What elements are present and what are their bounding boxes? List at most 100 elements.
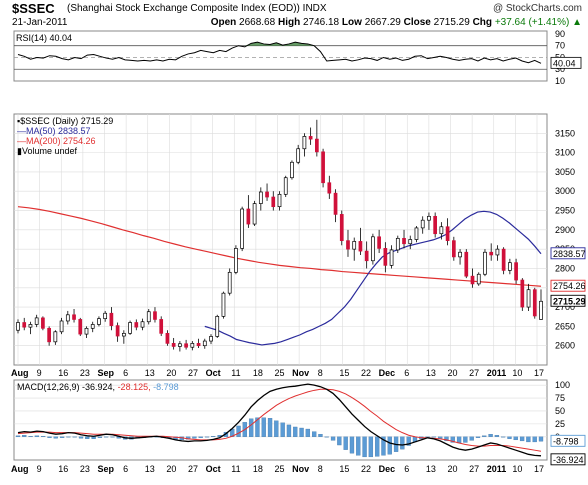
price-tick-label: 3150 (555, 128, 575, 138)
high-value: 2746.18 (302, 17, 340, 28)
candle-body (539, 300, 543, 320)
macd-histogram-bar (519, 436, 525, 442)
macd-histogram-bar (400, 436, 405, 450)
price-tick-label: 2600 (555, 341, 575, 351)
candle-body (22, 322, 27, 328)
candle-body (59, 320, 64, 333)
macd-histogram-bar (526, 436, 531, 443)
candle-body (315, 138, 319, 153)
macd-x-label: 6 (404, 464, 409, 474)
macd-histogram-bar (456, 436, 462, 444)
macd-histogram-bar (104, 436, 109, 438)
macd-x-label: 2011 (487, 464, 507, 474)
candle-body (514, 262, 518, 281)
candle-body (495, 248, 500, 256)
macd-histogram-bar (28, 436, 33, 437)
close-label: Close (403, 17, 431, 28)
rsi-last-value-box (550, 56, 582, 69)
macd-histogram-bar (368, 436, 374, 458)
price-x-label: 17 (534, 368, 544, 378)
candle-body (53, 331, 58, 343)
price-tick-label: 2650 (555, 321, 575, 331)
price-x-label: 10 (512, 368, 522, 378)
index-name: (Shanghai Stock Exchange Composite Index… (67, 3, 327, 14)
ma200-line (17, 206, 542, 287)
ma50-line (204, 210, 542, 346)
macd-line (17, 383, 542, 457)
candle-body (159, 319, 164, 334)
macd-legend: MACD(12,26,9) -36.924, -28.125, -8.798 (17, 382, 179, 392)
price-legend-volume: ▮Volume undef (17, 146, 77, 156)
candle-body (28, 324, 33, 328)
stockcharts-credit[interactable]: @ StockCharts.com (492, 3, 582, 14)
macd-histogram-bar (501, 436, 506, 438)
candle-body (41, 317, 45, 329)
candle-body (439, 226, 444, 235)
macd-histogram-bar (337, 436, 342, 446)
candle-body (458, 251, 462, 258)
macd-histogram-bar (41, 436, 46, 437)
price-x-label: 16 (58, 368, 68, 378)
candle-body (234, 248, 238, 273)
macd-x-label: 11 (231, 464, 240, 474)
macd-x-label: 17 (534, 464, 544, 474)
candle-body (464, 251, 469, 277)
macd-x-label: 13 (426, 464, 436, 474)
candle-body (389, 249, 394, 266)
candle-body (109, 312, 114, 326)
candle-body (47, 327, 51, 343)
macd-histogram-bar (538, 436, 544, 442)
candle-body (184, 343, 188, 348)
candle-body (483, 251, 487, 275)
candle-body (420, 219, 425, 229)
macd-histogram-bar (482, 435, 487, 437)
macd-histogram-bar (469, 436, 474, 441)
macd-value-label: -36.924 (553, 455, 584, 465)
candle-body (333, 192, 338, 215)
macd-x-label: 27 (469, 464, 479, 474)
chg-label: Chg (472, 17, 493, 28)
candle-body (265, 191, 269, 198)
low-value: 2667.29 (364, 17, 401, 28)
candle-body (65, 314, 70, 322)
price-x-label: Nov (292, 368, 309, 378)
price-x-label: 6 (404, 368, 409, 378)
exchange-label: INDX (302, 3, 327, 14)
candle-body (209, 336, 213, 342)
candle-body (153, 311, 157, 320)
macd-tick-label: 25 (555, 419, 565, 429)
macd-histogram-bar (286, 424, 292, 437)
rsi-tick-label: 90 (555, 29, 565, 39)
macd-histogram-bar (532, 436, 537, 443)
candle-body (302, 136, 307, 150)
macd-tick-label: 75 (555, 393, 565, 403)
candle-body (427, 215, 431, 221)
macd-x-label: 8 (318, 464, 323, 474)
candle-body (364, 250, 369, 262)
macd-histogram-bar (475, 436, 481, 438)
macd-legend-part: -36.924, (82, 382, 118, 392)
ma50-value-box (550, 247, 586, 260)
macd-x-label: 6 (123, 464, 128, 474)
price-x-label: Oct (206, 368, 221, 378)
macd-histogram-bar (343, 436, 348, 450)
candle-body (339, 214, 344, 242)
price-x-label: 9 (37, 368, 42, 378)
macd-histogram-bar (211, 436, 216, 437)
candle-body (128, 322, 132, 334)
macd-histogram-bar (362, 436, 367, 458)
rsi-last-value-label: 40.04 (553, 58, 576, 68)
macd-x-label: 23 (80, 464, 90, 474)
price-x-label: 23 (80, 368, 90, 378)
candle-body (377, 236, 381, 249)
candle-body (240, 208, 244, 249)
macd-histogram-bar (387, 436, 392, 455)
candle-body (277, 193, 282, 208)
candle-body (178, 343, 182, 347)
macd-histogram-bar (97, 436, 103, 438)
macd-histogram-bar (34, 435, 40, 437)
macd-legend-part: -8.798 (153, 382, 179, 392)
macd-histogram-bar (356, 436, 361, 456)
price-x-label: 18 (253, 368, 263, 378)
candle-body (408, 239, 413, 245)
